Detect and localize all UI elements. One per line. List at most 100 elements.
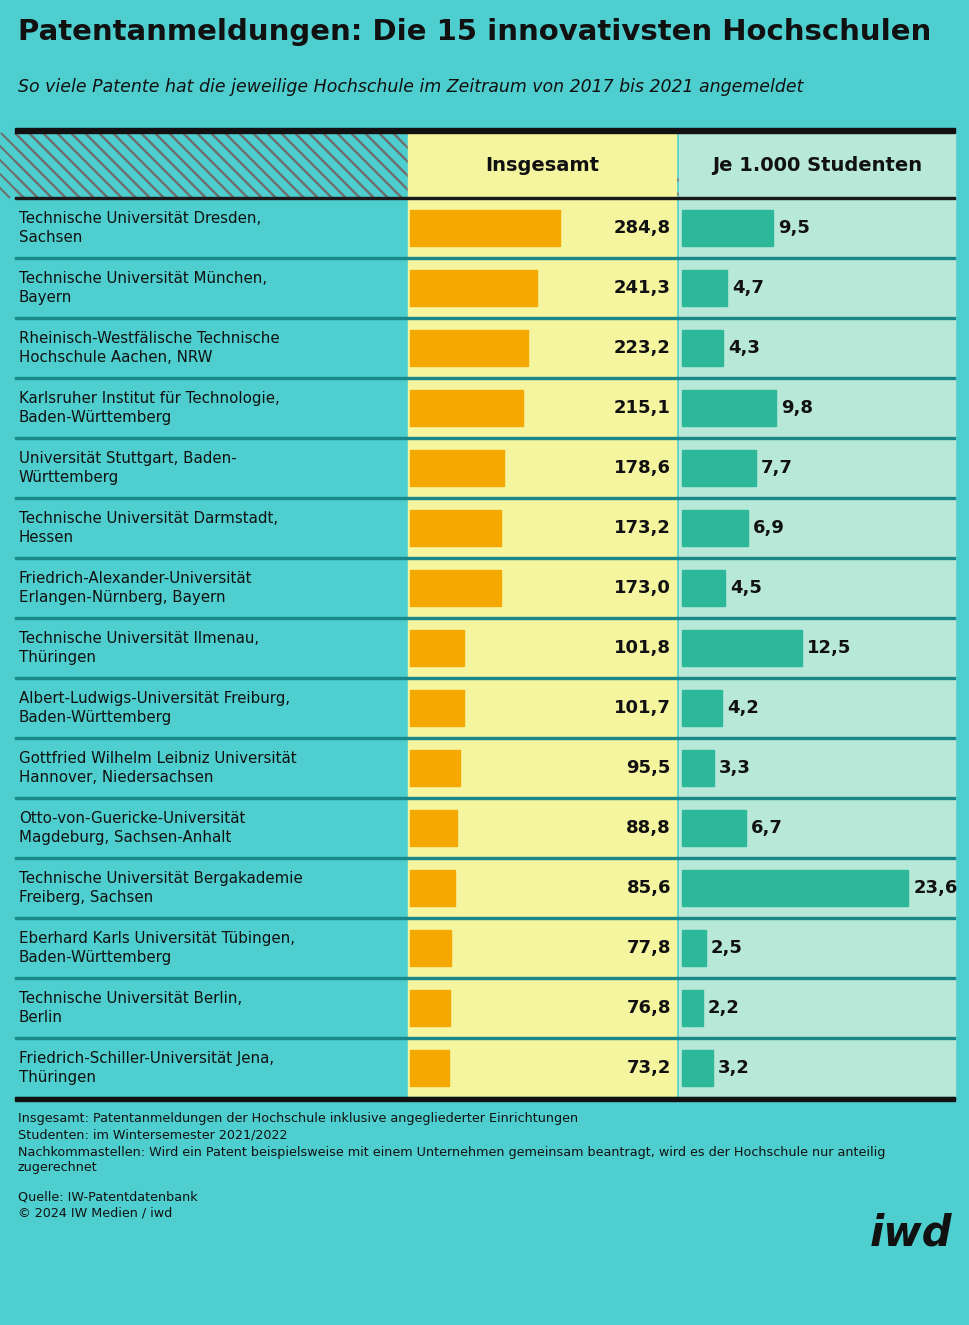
Text: Quelle: IW-Patentdatenbank: Quelle: IW-Patentdatenbank: [18, 1190, 198, 1203]
Bar: [408, 197, 675, 258]
Text: 4,7: 4,7: [732, 280, 764, 297]
Text: 77,8: 77,8: [626, 939, 671, 957]
Bar: [15, 378, 405, 439]
Bar: [15, 738, 405, 798]
Bar: [15, 977, 954, 978]
Bar: [408, 439, 675, 498]
Bar: [408, 617, 675, 678]
Text: 7,7: 7,7: [760, 458, 792, 477]
Bar: [678, 859, 954, 918]
Bar: [15, 617, 405, 678]
Text: 23,6: 23,6: [913, 878, 956, 897]
Bar: [410, 990, 450, 1026]
Bar: [678, 132, 954, 197]
Bar: [410, 390, 523, 427]
Bar: [15, 558, 405, 617]
Text: 2,2: 2,2: [707, 999, 739, 1018]
Bar: [678, 678, 954, 738]
Text: Technische Universität Berlin,
Berlin: Technische Universität Berlin, Berlin: [19, 991, 242, 1026]
Text: 284,8: 284,8: [613, 219, 671, 237]
Text: 4,5: 4,5: [730, 579, 762, 598]
Bar: [15, 132, 405, 197]
Text: Rheinisch-Westfälische Technische
Hochschule Aachen, NRW: Rheinisch-Westfälische Technische Hochsc…: [19, 331, 279, 366]
Text: Albert-Ludwigs-Universität Freiburg,
Baden-Württemberg: Albert-Ludwigs-Universität Freiburg, Bad…: [19, 690, 290, 725]
Bar: [681, 871, 907, 906]
Bar: [410, 209, 559, 246]
Bar: [408, 558, 675, 617]
Bar: [678, 258, 954, 318]
Bar: [678, 197, 954, 258]
Bar: [410, 690, 463, 726]
Bar: [681, 330, 723, 366]
Bar: [15, 1097, 954, 1098]
Bar: [410, 750, 460, 786]
Text: 6,7: 6,7: [750, 819, 782, 837]
Bar: [408, 132, 675, 197]
Text: 76,8: 76,8: [626, 999, 671, 1018]
Text: Technische Universität Darmstadt,
Hessen: Technische Universität Darmstadt, Hessen: [19, 511, 278, 545]
Text: 12,5: 12,5: [806, 639, 851, 657]
Bar: [678, 498, 954, 558]
Text: 4,2: 4,2: [727, 700, 759, 717]
Text: Patentanmeldungen: Die 15 innovativsten Hochschulen: Patentanmeldungen: Die 15 innovativsten …: [18, 19, 930, 46]
Bar: [408, 318, 675, 378]
Bar: [15, 917, 954, 918]
Bar: [410, 451, 504, 486]
Text: 73,2: 73,2: [626, 1059, 671, 1077]
Bar: [408, 1037, 675, 1098]
Bar: [678, 617, 954, 678]
Bar: [15, 497, 954, 498]
Bar: [678, 378, 954, 439]
Text: Universität Stuttgart, Baden-
Württemberg: Universität Stuttgart, Baden- Württember…: [19, 451, 236, 485]
Bar: [681, 451, 755, 486]
Bar: [408, 978, 675, 1037]
Bar: [15, 677, 954, 678]
Text: 95,5: 95,5: [626, 759, 671, 776]
Bar: [15, 498, 405, 558]
Bar: [15, 129, 954, 132]
Text: 9,5: 9,5: [777, 219, 809, 237]
Bar: [681, 209, 772, 246]
Bar: [678, 798, 954, 859]
Bar: [15, 978, 405, 1037]
Text: 2,5: 2,5: [710, 939, 742, 957]
Bar: [15, 376, 954, 379]
Bar: [410, 510, 501, 546]
Bar: [408, 498, 675, 558]
Text: 4,3: 4,3: [728, 339, 760, 356]
Bar: [15, 616, 954, 619]
Bar: [15, 197, 954, 199]
Text: 9,8: 9,8: [780, 399, 812, 417]
Text: © 2024 IW Medien / iwd: © 2024 IW Medien / iwd: [18, 1207, 172, 1220]
Bar: [15, 436, 954, 439]
Bar: [15, 1097, 954, 1101]
Bar: [15, 856, 954, 859]
Text: 173,0: 173,0: [613, 579, 671, 598]
Text: 88,8: 88,8: [626, 819, 671, 837]
Bar: [15, 796, 954, 799]
Bar: [410, 810, 456, 845]
Bar: [15, 317, 954, 318]
Bar: [410, 930, 451, 966]
Bar: [410, 1049, 448, 1086]
Bar: [681, 930, 705, 966]
Text: 173,2: 173,2: [613, 519, 671, 537]
Text: Eberhard Karls Universität Tübingen,
Baden-Württemberg: Eberhard Karls Universität Tübingen, Bad…: [19, 931, 295, 965]
Text: 178,6: 178,6: [613, 458, 671, 477]
Text: 223,2: 223,2: [613, 339, 671, 356]
Bar: [678, 1037, 954, 1098]
Bar: [15, 859, 405, 918]
Bar: [15, 1036, 954, 1039]
Text: 215,1: 215,1: [613, 399, 671, 417]
Bar: [678, 978, 954, 1037]
Bar: [408, 798, 675, 859]
Text: Studenten: im Wintersemester 2021/2022: Studenten: im Wintersemester 2021/2022: [18, 1129, 287, 1142]
Bar: [681, 270, 727, 306]
Text: Gottfried Wilhelm Leibniz Universität
Hannover, Niedersachsen: Gottfried Wilhelm Leibniz Universität Ha…: [19, 751, 297, 786]
Text: Insgesamt: Insgesamt: [484, 156, 599, 175]
Bar: [410, 570, 501, 606]
Bar: [408, 859, 675, 918]
Text: Technische Universität Dresden,
Sachsen: Technische Universität Dresden, Sachsen: [19, 211, 261, 245]
Bar: [681, 690, 722, 726]
Bar: [408, 258, 675, 318]
